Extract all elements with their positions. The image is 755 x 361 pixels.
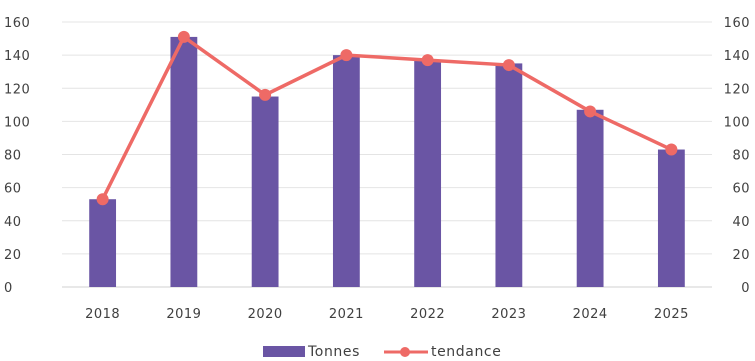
legend-label-tendance: tendance — [431, 344, 501, 360]
bar — [89, 199, 117, 287]
x-tick-label: 2025 — [654, 307, 689, 322]
legend: Tonnes tendance — [263, 344, 501, 360]
trend-point — [665, 143, 678, 156]
bar — [332, 55, 360, 287]
y-tick-label-left: 100 — [4, 115, 30, 130]
y-tick-label-right: 80 — [732, 149, 750, 164]
x-tick-label: 2018 — [85, 307, 120, 322]
trend-point — [502, 59, 515, 72]
trend-point — [96, 193, 109, 206]
y-tick-label-right: 160 — [724, 16, 750, 31]
x-tick-label: 2019 — [166, 307, 201, 322]
trend-point — [177, 30, 190, 43]
y-tick-label-left: 20 — [4, 248, 22, 263]
x-axis: 2018 2019 2020 2021 2022 2023 2024 2025 — [85, 307, 689, 322]
bar-series — [89, 36, 685, 287]
bar — [495, 63, 523, 287]
bar — [657, 149, 685, 287]
y-tick-label-left: 120 — [4, 82, 30, 97]
y-tick-label-left: 80 — [4, 149, 22, 164]
legend-swatch-tonnes — [263, 346, 305, 357]
y-tick-label-right: 140 — [724, 49, 750, 64]
trend-line — [101, 35, 673, 201]
y-axis-left: 0 20 40 60 80 100 120 140 160 — [4, 16, 30, 296]
bar — [170, 36, 198, 287]
trend-point — [421, 54, 434, 67]
y-tick-label-right: 0 — [741, 281, 750, 296]
gridlines — [62, 21, 712, 288]
bar — [576, 109, 604, 287]
y-tick-label-right: 40 — [732, 215, 750, 230]
x-tick-label: 2020 — [248, 307, 283, 322]
x-tick-label: 2024 — [573, 307, 608, 322]
x-tick-label: 2022 — [410, 307, 445, 322]
trend-point — [259, 88, 272, 101]
trend-point — [584, 105, 597, 118]
legend-swatch-tendance-marker — [400, 347, 410, 357]
y-tick-label-right: 60 — [732, 182, 750, 197]
x-tick-label: 2023 — [491, 307, 526, 322]
y-axis-right: 0 20 40 60 80 100 120 140 160 — [724, 16, 750, 296]
legend-label-tonnes: Tonnes — [307, 344, 360, 360]
y-tick-label-left: 40 — [4, 215, 22, 230]
y-tick-label-left: 160 — [4, 16, 30, 31]
trend-point — [340, 49, 353, 62]
y-tick-label-left: 140 — [4, 49, 30, 64]
y-tick-label-left: 0 — [4, 281, 13, 296]
y-tick-label-right: 20 — [732, 248, 750, 263]
bar — [251, 96, 279, 287]
y-tick-label-right: 120 — [724, 82, 750, 97]
y-tick-label-right: 100 — [724, 115, 750, 130]
y-tick-label-left: 60 — [4, 182, 22, 197]
line-series — [96, 30, 678, 206]
x-tick-label: 2021 — [329, 307, 364, 322]
bar — [414, 60, 442, 287]
